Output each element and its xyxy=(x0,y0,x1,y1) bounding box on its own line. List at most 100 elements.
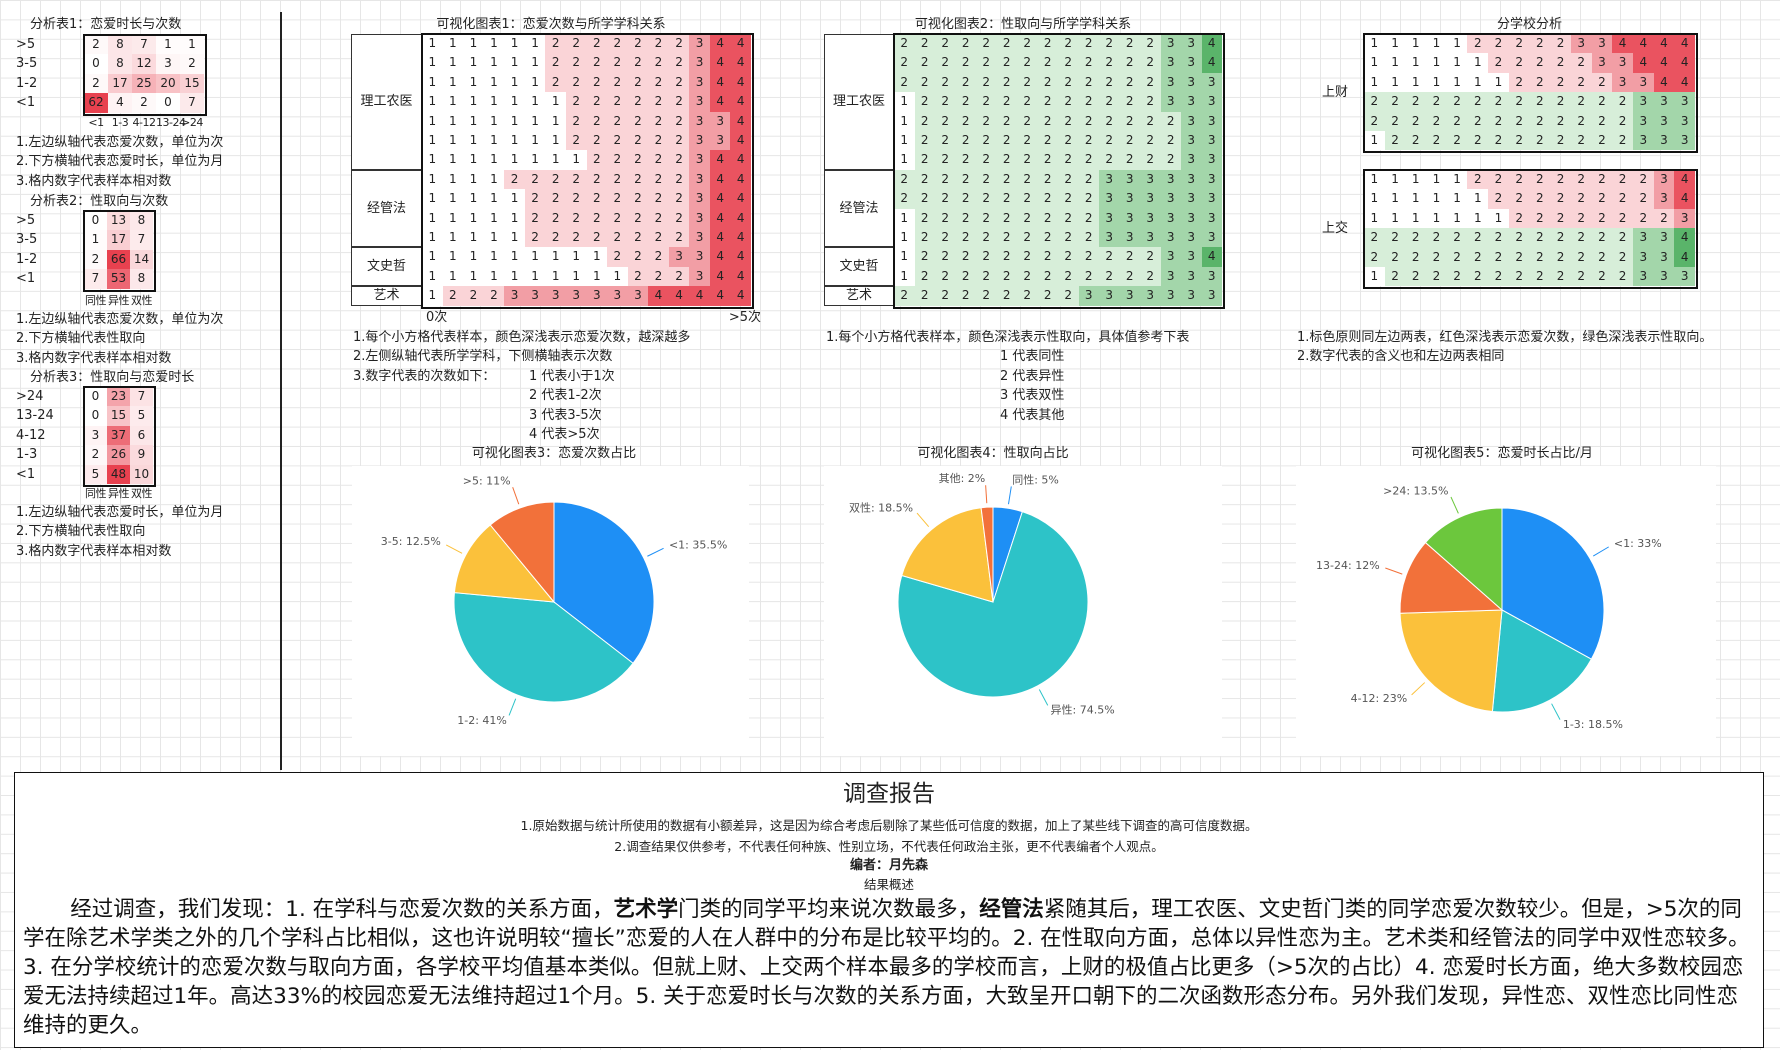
grid-cell: 2 xyxy=(1529,34,1551,54)
note: 1.左边纵轴代表恋爱次数，单位为次 xyxy=(16,312,224,327)
grid-cell: 2 xyxy=(976,286,997,306)
legend-item: 4 代表其他 xyxy=(1000,407,1065,423)
grid-cell: 2 xyxy=(648,189,669,209)
grid-cell: 2 xyxy=(1017,72,1038,93)
grid-cell: 1 xyxy=(504,131,525,151)
row-label: 3-5 xyxy=(16,56,38,72)
leader-line xyxy=(512,487,520,505)
grid-cell: 2 xyxy=(1140,266,1161,287)
grid-cell: 3 xyxy=(709,131,731,151)
grid-cell: 3 xyxy=(689,247,710,267)
grid-cell: 1 xyxy=(545,150,566,170)
grid-cell: 2 xyxy=(483,286,505,306)
grid-cell: 3 xyxy=(1632,131,1654,151)
grid-border xyxy=(1363,169,1698,290)
grid-cell: 2 xyxy=(1078,92,1099,112)
grid-cell: 1 xyxy=(504,208,525,228)
group-label: 文史哲 xyxy=(824,247,894,287)
grid-cell: 2 xyxy=(524,228,546,248)
grid-cell: 2 xyxy=(1140,92,1161,112)
grid-cell: 3 xyxy=(1160,169,1181,190)
grid-cell: 1 xyxy=(1384,72,1406,93)
table-border xyxy=(83,210,156,292)
grid-cell: 1 xyxy=(1446,208,1468,229)
grid-cell: 2 xyxy=(1037,34,1058,54)
grid-cell: 2 xyxy=(1550,208,1571,229)
grid-cell: 3 xyxy=(1201,169,1222,190)
grid-cell: 1 xyxy=(1384,170,1406,190)
grid-cell: 2 xyxy=(1612,170,1633,190)
grid-cell: 2 xyxy=(1119,92,1140,112)
grid-cell: 2 xyxy=(1058,208,1079,228)
grid-cell: 2 xyxy=(1612,208,1633,229)
grid-cell: 2 xyxy=(1612,111,1633,131)
grid-cell: 2 xyxy=(1488,247,1509,267)
grid-cell: 3 xyxy=(1201,72,1222,93)
grid-cell: 2 xyxy=(1612,92,1633,112)
cell: 62 xyxy=(84,93,108,113)
grid-cell: 2 xyxy=(1591,267,1613,287)
column-label: 双性 xyxy=(131,487,153,500)
grid-cell: 1 xyxy=(524,131,546,151)
cell: 5 xyxy=(130,406,153,426)
grid-cell: 1 xyxy=(524,266,546,287)
grid-cell: 2 xyxy=(935,286,956,306)
grid-cell: 3 xyxy=(1632,92,1654,112)
grid-cell: 3 xyxy=(1140,189,1161,209)
grid-cell: 2 xyxy=(955,169,976,190)
grid-cell: 2 xyxy=(976,34,997,54)
note: 1.左边纵轴代表恋爱时长，单位为月 xyxy=(16,505,224,520)
grid-cell: 4 xyxy=(1201,247,1222,267)
grid-cell: 3 xyxy=(1140,169,1161,190)
cell: 66 xyxy=(107,249,130,270)
grid-cell: 1 xyxy=(1364,208,1385,229)
grid-cell: 2 xyxy=(565,131,587,151)
legend-item: 3 代表双性 xyxy=(1000,388,1065,404)
grid-cell: 2 xyxy=(935,208,956,228)
grid-cell: 3 xyxy=(1201,208,1222,228)
data-label: >24: 13.5% xyxy=(1383,485,1448,498)
grid-cell: 2 xyxy=(1550,131,1571,151)
grid-cell: 2 xyxy=(1058,247,1079,267)
grid-cell: 2 xyxy=(1488,170,1509,190)
grid-cell: 2 xyxy=(1612,228,1633,248)
grid-cell: 2 xyxy=(894,169,915,190)
grid-cell: 2 xyxy=(565,228,587,248)
grid-cell: 1 xyxy=(524,150,546,170)
grid-cell: 1 xyxy=(607,266,628,287)
grid-cell: 2 xyxy=(894,34,915,54)
grid-cell: 2 xyxy=(894,72,915,93)
grid-cell: 2 xyxy=(668,92,690,112)
grid-cell: 2 xyxy=(648,72,669,93)
grid-cell: 1 xyxy=(1364,267,1385,287)
grid-cell: 2 xyxy=(442,286,464,306)
grid-cell: 1 xyxy=(524,92,546,112)
grid-cell: 2 xyxy=(648,150,669,170)
grid-cell: 2 xyxy=(914,131,935,151)
grid-cell: 2 xyxy=(914,169,935,190)
grid-cell: 2 xyxy=(1488,111,1509,131)
grid-cell: 4 xyxy=(730,150,751,170)
grid-cell: 2 xyxy=(1550,53,1571,73)
grid-cell: 3 xyxy=(1119,208,1140,228)
grid-cell: 2 xyxy=(1508,247,1530,267)
grid-cell: 1 xyxy=(483,228,505,248)
cell: 7 xyxy=(132,35,156,55)
grid-cell: 2 xyxy=(1488,189,1509,209)
grid-cell: 4 xyxy=(1674,72,1695,93)
grid-cell: 3 xyxy=(1653,92,1675,112)
cell: 53 xyxy=(107,269,130,289)
grid-cell: 2 xyxy=(1446,228,1468,248)
grid-cell: 2 xyxy=(1488,131,1509,151)
grid-cell: 1 xyxy=(483,92,505,112)
grid-cell: 3 xyxy=(1119,286,1140,306)
grid-cell: 2 xyxy=(1017,286,1038,306)
grid-cell: 3 xyxy=(1181,111,1202,131)
grid-cell: 2 xyxy=(1632,208,1654,229)
column-label: 同性 xyxy=(85,487,107,500)
grid-cell: 4 xyxy=(709,208,731,228)
row-label: 1-2 xyxy=(16,251,38,267)
grid-cell: 1 xyxy=(1405,72,1427,93)
grid-cell: 2 xyxy=(1078,189,1099,209)
cell: 7 xyxy=(130,230,153,250)
